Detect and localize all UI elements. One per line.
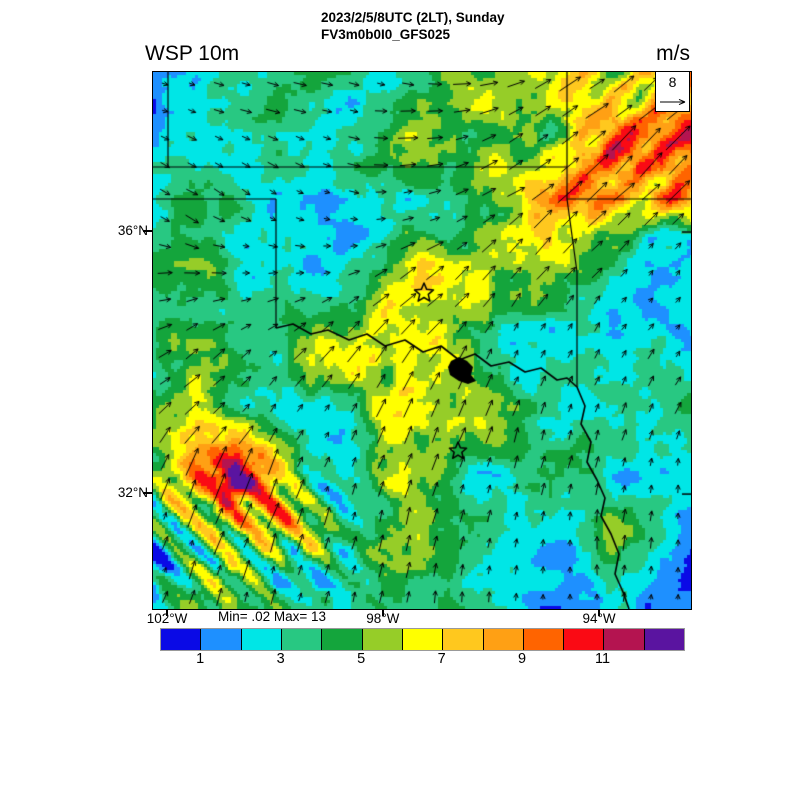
colorbar-tick-value: 1: [196, 651, 205, 667]
minmax-annotation: Min= .02 Max= 13: [217, 609, 327, 624]
lon-tick-label: 94°W: [582, 611, 616, 626]
colorbar: [160, 628, 685, 651]
colorbar-cell: [483, 629, 524, 650]
colorbar-cell: [604, 629, 645, 650]
lon-tick-mark: [382, 609, 384, 616]
reference-vector-value: 8: [668, 74, 677, 90]
colorbar-cell: [443, 629, 484, 650]
colorbar-cell: [281, 629, 323, 650]
wind-speed-heatmap-canvas: [153, 72, 691, 609]
colorbar-cell: [644, 629, 685, 650]
colorbar-cell: [402, 629, 444, 650]
colorbar-cell: [322, 629, 363, 650]
colorbar-tick-value: 5: [357, 651, 366, 667]
title-model-line: FV3m0b0I0_GFS025: [321, 27, 451, 42]
colorbar-cell: [241, 629, 282, 650]
units-label: m/s: [656, 42, 690, 65]
colorbar-cell: [201, 629, 242, 650]
lat-tick-label: 32°N: [117, 485, 148, 501]
colorbar-tick-value: 3: [276, 651, 285, 667]
lat-tick-label: 36°N: [117, 223, 148, 239]
lon-tick-mark: [598, 609, 600, 616]
reference-arrow-icon: [660, 98, 686, 106]
colorbar-cell: [523, 629, 565, 650]
lon-tick-mark: [166, 609, 168, 616]
colorbar-tick-value: 9: [518, 651, 527, 667]
lat-tick-mark: [143, 230, 152, 232]
plot-title: 2023/2/5/8UTC (2LT), Sunday FV3m0b0I0_GF…: [321, 9, 505, 43]
colorbar-tick-value: 11: [595, 651, 611, 667]
title-date-line: 2023/2/5/8UTC (2LT), Sunday: [321, 10, 505, 25]
map-plot-area: [152, 71, 692, 610]
lon-tick-label: 98°W: [366, 611, 400, 626]
lat-tick-mark: [143, 492, 152, 494]
variable-label: WSP 10m: [145, 42, 240, 65]
colorbar-tick-labels: 1 3 5 7 9 11: [160, 651, 683, 669]
colorbar-cell: [161, 629, 202, 650]
colorbar-cell: [564, 629, 605, 650]
colorbar-cell: [362, 629, 403, 650]
colorbar-tick-value: 7: [437, 651, 446, 667]
reference-vector-box: 8: [655, 71, 690, 112]
lon-tick-label: 102°W: [146, 611, 188, 626]
